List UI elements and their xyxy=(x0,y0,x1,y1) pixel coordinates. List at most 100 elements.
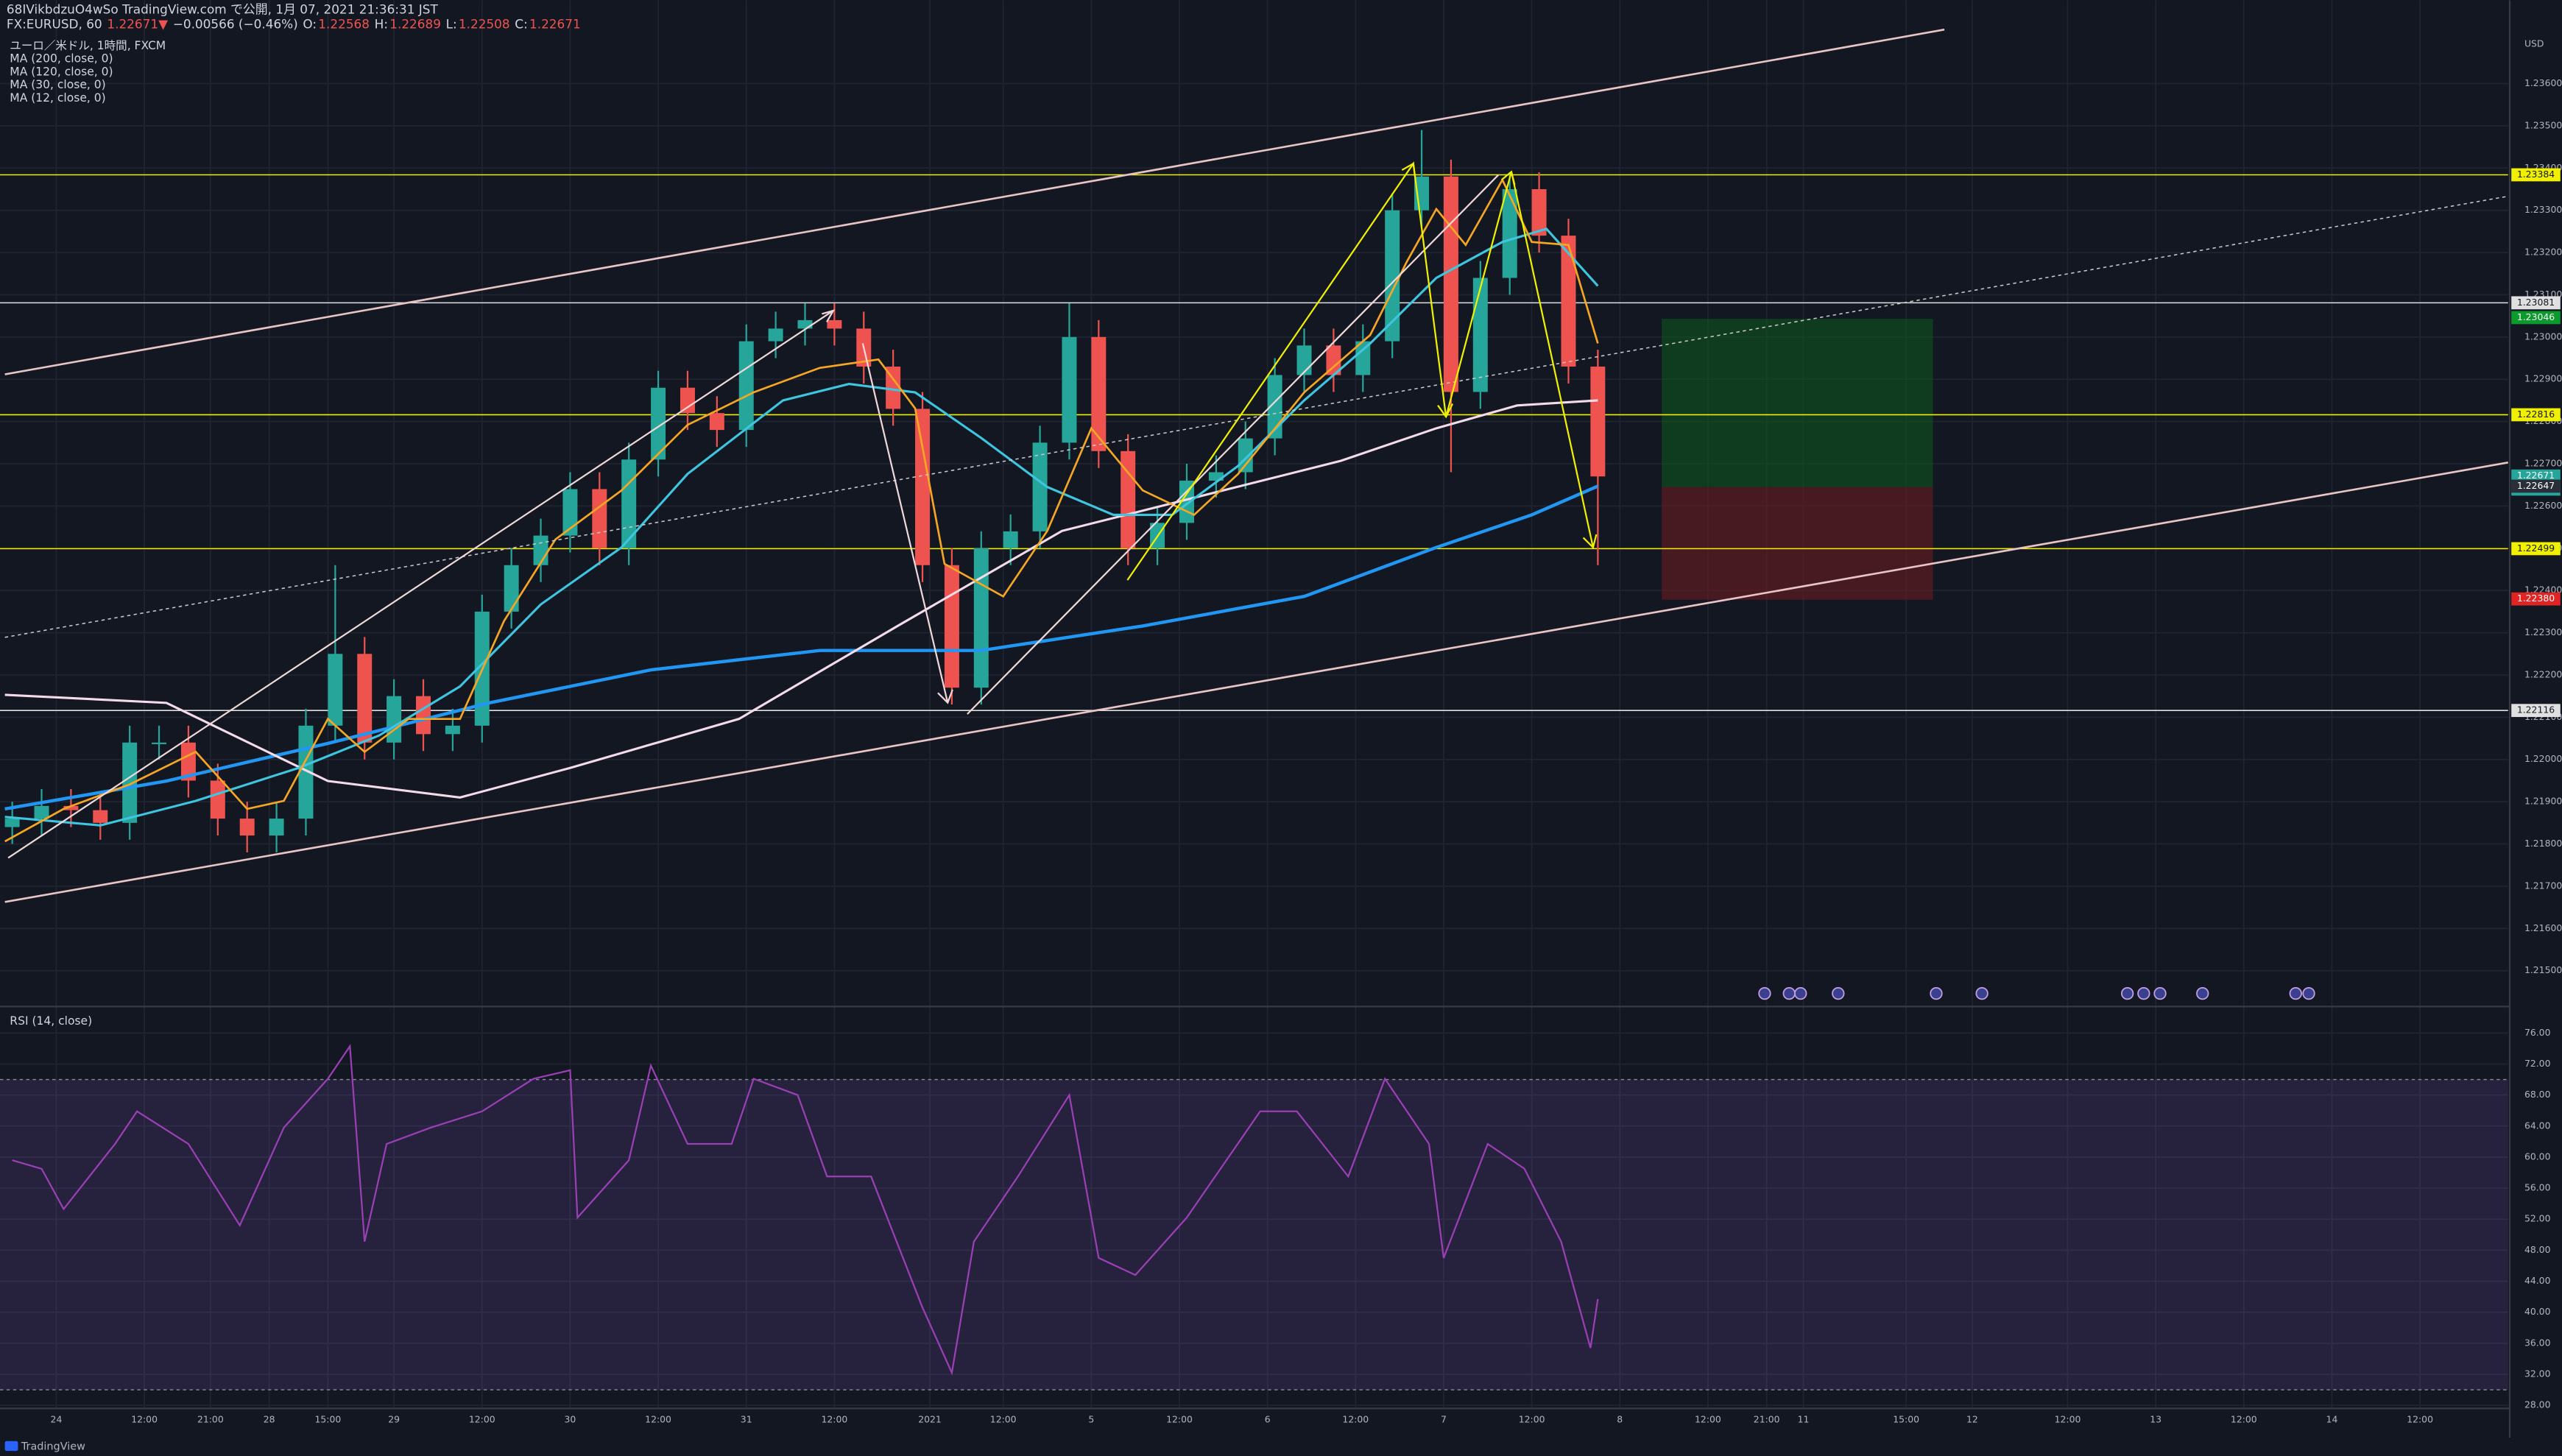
ohlc-value: 1.22689 xyxy=(389,17,441,32)
y-tick-label: 1.23500 xyxy=(2524,119,2562,130)
event-marker[interactable] xyxy=(1758,986,1771,1000)
x-tick-label: 21:00 xyxy=(197,1413,224,1424)
trend-arrow xyxy=(7,310,834,859)
brand-logo xyxy=(4,1441,18,1452)
y-tick-label: 48.00 xyxy=(2524,1244,2551,1255)
x-tick-label: 12 xyxy=(1966,1413,1978,1424)
candle-body xyxy=(1385,210,1400,342)
y-tick-label: 1.21500 xyxy=(2524,964,2562,975)
candle-body xyxy=(915,409,931,565)
arrow-head xyxy=(822,309,836,323)
event-marker[interactable] xyxy=(2289,986,2302,1000)
event-marker[interactable] xyxy=(2137,986,2150,1000)
candle-body xyxy=(738,341,754,431)
candle-body xyxy=(651,387,666,460)
y-tick-label: 64.00 xyxy=(2524,1120,2551,1131)
candle-body xyxy=(886,367,901,409)
event-marker[interactable] xyxy=(1832,986,1845,1000)
candle-body xyxy=(1561,236,1576,367)
x-tick-label: 7 xyxy=(1441,1413,1447,1424)
y-tick-label: 72.00 xyxy=(2524,1058,2551,1069)
event-marker[interactable] xyxy=(2153,986,2167,1000)
candle-body xyxy=(1531,188,1547,236)
marks xyxy=(4,130,1606,1376)
candle-body xyxy=(709,413,724,431)
candle-body xyxy=(1032,442,1048,531)
candle-body xyxy=(180,742,196,781)
last-price: 1.22671 xyxy=(107,17,158,32)
candle-body xyxy=(357,654,373,743)
candle-body xyxy=(63,805,79,810)
x-tick-label: 12:00 xyxy=(131,1413,158,1424)
candle-body xyxy=(152,742,167,745)
event-marker[interactable] xyxy=(1930,986,1943,1000)
moving-average xyxy=(4,399,1598,799)
candle-body xyxy=(1443,176,1458,392)
y-tick-label: 1.22600 xyxy=(2524,500,2562,511)
arrow-head xyxy=(1401,162,1416,177)
change: −0.00566 (−0.46%) xyxy=(173,17,298,32)
candle-body xyxy=(768,328,783,342)
moving-average xyxy=(4,484,1599,811)
event-marker[interactable] xyxy=(2302,986,2315,1000)
event-marker[interactable] xyxy=(1782,986,1796,1000)
y-tick-label: 1.22700 xyxy=(2524,458,2562,469)
candle-body xyxy=(1502,188,1517,278)
event-marker[interactable] xyxy=(1794,986,1807,1000)
position-box xyxy=(1662,319,1933,600)
instrument: ユーロ／米ドル, 1時間, FXCM xyxy=(10,39,166,52)
price-label-box xyxy=(2511,542,2561,556)
candle-body xyxy=(93,810,108,823)
labels: 24 12:00 21:00 28 15:00 29 12:00 30 12:00 31 12:00… xyxy=(51,77,2562,1424)
x-tick-label: 2021 xyxy=(918,1413,942,1424)
event-markers xyxy=(1758,986,2315,1000)
arrow-head xyxy=(937,689,953,704)
x-tick-label: 12:00 xyxy=(2055,1413,2081,1424)
event-marker[interactable] xyxy=(1975,986,1988,1000)
candle-body xyxy=(416,696,431,735)
profit-zone xyxy=(1662,319,1933,487)
x-tick-label: 12:00 xyxy=(469,1413,495,1424)
channel-top xyxy=(4,28,1945,375)
x-tick-label: 12:00 xyxy=(2407,1413,2433,1424)
y-tick-label: 76.00 xyxy=(2524,1027,2551,1038)
x-tick-label: 24 xyxy=(51,1413,63,1424)
candle-body xyxy=(1121,450,1136,548)
arrow-head xyxy=(1437,403,1454,419)
candle-body xyxy=(387,696,402,743)
x-tick-label: 6 xyxy=(1265,1413,1271,1424)
candle-body xyxy=(680,387,695,414)
ohlc-key: C: xyxy=(515,17,527,32)
candle-body xyxy=(4,819,20,827)
change-arrow: ▼ xyxy=(158,17,168,32)
candle-body xyxy=(1003,531,1018,548)
price-label-box xyxy=(2511,592,2561,606)
ohlc-key: H: xyxy=(375,17,388,32)
candle-body xyxy=(445,725,460,735)
y-tick-label: 1.23300 xyxy=(2524,204,2562,215)
event-marker[interactable] xyxy=(2120,986,2134,1000)
x-tick-label: 30 xyxy=(565,1413,576,1424)
brand: TradingView xyxy=(21,1441,85,1453)
y-tick-label: 52.00 xyxy=(2524,1213,2551,1224)
x-tick-label: 12:00 xyxy=(1519,1413,1545,1424)
arrow-head xyxy=(1582,534,1598,549)
footer xyxy=(0,1438,2562,1456)
legend-entry: MA (200, close, 0) xyxy=(10,52,113,66)
x-tick-label: 12:00 xyxy=(645,1413,671,1424)
candle-body xyxy=(239,819,255,836)
event-marker[interactable] xyxy=(2196,986,2209,1000)
publish-info: 68IVikbdzuO4wSo TradingView.com で公開, 1月 … xyxy=(7,2,439,17)
y-tick-label: 68.00 xyxy=(2524,1089,2551,1100)
y-tick-label: 1.23200 xyxy=(2524,247,2562,258)
x-tick-label: 14 xyxy=(2326,1413,2338,1424)
candle-body xyxy=(210,780,225,819)
x-tick-label: 8 xyxy=(1617,1413,1623,1424)
x-tick-label: 12:00 xyxy=(1695,1413,1721,1424)
ohlc-value: 1.22568 xyxy=(318,17,370,32)
x-tick-label: 15:00 xyxy=(1893,1413,1919,1424)
candle-body xyxy=(1590,367,1606,477)
ohlc-value: 1.22671 xyxy=(529,17,581,32)
y-tick-label: 1.21700 xyxy=(2524,880,2562,891)
